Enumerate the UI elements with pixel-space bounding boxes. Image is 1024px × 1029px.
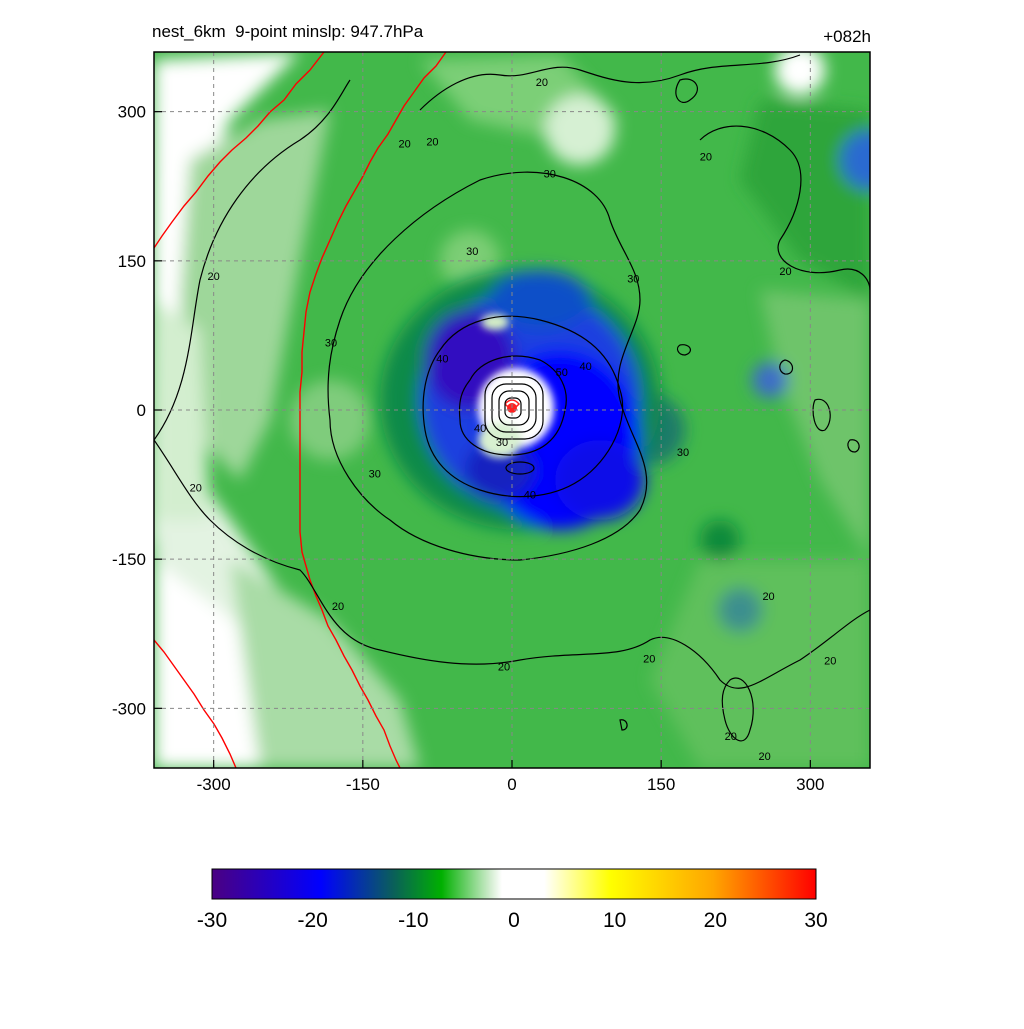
contour-label: 20: [398, 138, 410, 150]
shaded-field: [154, 52, 870, 768]
colorbar-ticks: -30 -20 -10 0 10 20 30: [197, 909, 828, 932]
colorbar-tick-label: 0: [508, 909, 520, 932]
x-tick-label: -300: [197, 775, 231, 794]
contour-label: 20: [332, 601, 344, 613]
colorbar-tick-label: 10: [603, 909, 626, 932]
colorbar: -30 -20 -10 0 10 20 30: [197, 868, 828, 932]
colorbar-tick-label: -30: [197, 909, 227, 932]
colorbar-tick-label: 30: [804, 909, 827, 932]
contour-label: 40: [436, 353, 448, 365]
contour-lines: [154, 54, 870, 742]
colorbar-gradient: [211, 868, 817, 900]
contour-label: 20: [700, 151, 712, 163]
contour-label: 30: [369, 469, 381, 481]
y-tick-label: 150: [118, 252, 146, 271]
x-tick-label: 150: [647, 775, 675, 794]
colorbar-tick-label: -20: [297, 909, 327, 932]
x-tick-label: 0: [507, 775, 516, 794]
chart-left-title: nest_6km 9-point minslp: 947.7hPa: [152, 22, 424, 41]
contour-labels: 2020202020202020202020202020303030303030…: [190, 77, 837, 763]
contour-label: 20: [190, 483, 202, 495]
y-tick-label: 300: [118, 103, 146, 122]
contour-label: 40: [579, 361, 591, 373]
contour-label: 20: [426, 137, 438, 149]
contour-label: 30: [466, 246, 478, 258]
y-axis: -300 -150 0 150 300: [112, 103, 162, 718]
contour-label: 20: [536, 77, 548, 89]
y-tick-label: 0: [137, 401, 146, 420]
contour-label: 30: [627, 274, 639, 286]
colorbar-tick-label: -10: [398, 909, 428, 932]
x-axis: -300 -150 0 150 300: [197, 760, 825, 794]
contour-label: 50: [556, 367, 568, 379]
forecast-hour-label: +082h: [823, 27, 871, 46]
contour-label: 30: [544, 168, 556, 180]
y-tick-label: -150: [112, 550, 146, 569]
contour-label: 40: [524, 490, 536, 502]
contour-label: 30: [677, 447, 689, 459]
contour-label: 20: [643, 654, 655, 666]
y-tick-label: -300: [112, 699, 146, 718]
colorbar-tick-label: 20: [704, 909, 727, 932]
contour-label: 20: [762, 591, 774, 603]
x-tick-label: 300: [796, 775, 824, 794]
contour-label: 30: [325, 337, 337, 349]
contour-label: 20: [725, 731, 737, 743]
contour-label: 20: [498, 662, 510, 674]
x-tick-label: -150: [346, 775, 380, 794]
contour-label: 20: [758, 751, 770, 763]
contour-label: 40: [474, 423, 486, 435]
contour-label: 20: [779, 266, 791, 278]
contour-label: 30: [496, 437, 508, 449]
boundary-lines: [154, 52, 447, 768]
contour-label: 20: [824, 656, 836, 668]
